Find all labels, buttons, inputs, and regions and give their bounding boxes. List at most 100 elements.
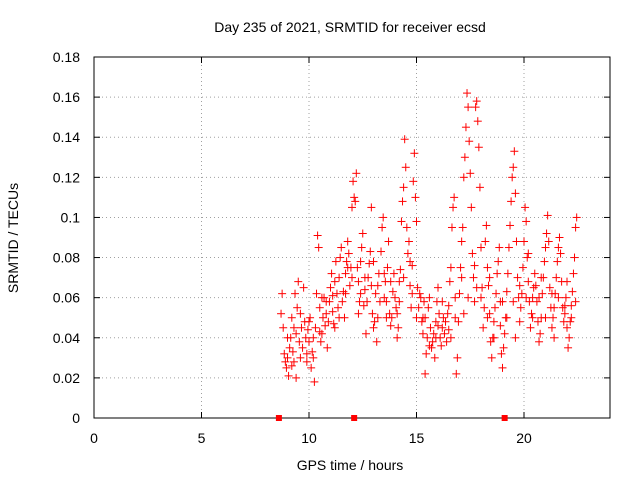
data-point bbox=[277, 309, 286, 318]
data-point bbox=[572, 213, 581, 222]
data-point bbox=[538, 289, 547, 298]
data-point bbox=[567, 313, 576, 322]
data-point bbox=[550, 333, 559, 342]
data-point bbox=[460, 153, 469, 162]
data-point bbox=[515, 281, 524, 290]
data-point bbox=[554, 243, 563, 252]
data-point bbox=[543, 211, 552, 220]
data-point bbox=[334, 303, 343, 312]
data-point bbox=[291, 289, 300, 298]
data-point bbox=[434, 321, 442, 330]
data-point bbox=[545, 283, 554, 292]
data-point bbox=[466, 169, 475, 178]
data-point bbox=[296, 309, 305, 318]
data-point bbox=[280, 349, 289, 358]
data-point bbox=[369, 257, 378, 266]
data-point bbox=[457, 273, 466, 282]
data-point bbox=[281, 357, 290, 366]
data-point bbox=[283, 333, 292, 342]
data-point bbox=[365, 259, 374, 268]
data-point bbox=[372, 337, 381, 346]
data-point bbox=[535, 337, 544, 346]
data-point bbox=[408, 261, 417, 270]
data-point bbox=[357, 243, 366, 252]
zero-marker bbox=[275, 415, 282, 421]
data-point bbox=[486, 337, 495, 346]
data-point bbox=[329, 319, 338, 328]
data-point bbox=[483, 313, 492, 322]
data-point bbox=[380, 269, 389, 278]
data-point bbox=[554, 293, 563, 302]
x-axis-label: GPS time / hours bbox=[297, 457, 404, 473]
data-point bbox=[489, 317, 498, 326]
data-point bbox=[459, 309, 468, 318]
data-point bbox=[524, 249, 533, 258]
data-point bbox=[343, 263, 352, 272]
data-point bbox=[464, 103, 473, 112]
data-point bbox=[434, 283, 442, 292]
data-point bbox=[384, 237, 393, 246]
data-point bbox=[525, 297, 534, 306]
data-point bbox=[391, 293, 399, 302]
data-point bbox=[477, 293, 485, 302]
data-point bbox=[382, 313, 391, 322]
data-point bbox=[341, 289, 350, 298]
data-point bbox=[479, 323, 488, 332]
y-tick-label: 0.1 bbox=[61, 209, 81, 225]
data-point bbox=[305, 317, 313, 326]
y-tick-label: 0.04 bbox=[53, 330, 80, 346]
data-point bbox=[337, 243, 346, 252]
data-point bbox=[571, 223, 580, 232]
data-point bbox=[521, 203, 530, 212]
data-point bbox=[516, 303, 525, 312]
data-point bbox=[314, 243, 323, 252]
x-tick-label: 15 bbox=[409, 430, 425, 446]
data-point bbox=[438, 297, 447, 306]
data-point bbox=[459, 173, 468, 182]
x-tick-label: 20 bbox=[516, 430, 532, 446]
data-point bbox=[378, 223, 387, 232]
data-point bbox=[541, 313, 550, 322]
data-point bbox=[444, 325, 453, 334]
data-point bbox=[506, 221, 515, 230]
data-point bbox=[437, 341, 446, 350]
data-point bbox=[490, 303, 499, 312]
data-point bbox=[565, 333, 574, 342]
data-point bbox=[295, 337, 304, 346]
data-point bbox=[410, 149, 419, 158]
data-point bbox=[383, 263, 392, 272]
data-point bbox=[399, 273, 408, 282]
data-point bbox=[514, 293, 523, 302]
data-point bbox=[294, 277, 303, 286]
data-point bbox=[544, 237, 553, 246]
data-point bbox=[406, 257, 415, 266]
data-point bbox=[563, 277, 571, 286]
data-point bbox=[502, 313, 511, 322]
data-point bbox=[520, 237, 528, 246]
data-point bbox=[495, 243, 504, 252]
data-point bbox=[484, 281, 493, 290]
data-point bbox=[292, 373, 301, 382]
data-point bbox=[358, 229, 367, 238]
data-point bbox=[421, 369, 430, 378]
data-point bbox=[380, 293, 389, 302]
data-point bbox=[558, 303, 567, 312]
data-point bbox=[287, 313, 296, 322]
data-point bbox=[317, 329, 326, 338]
data-point bbox=[388, 287, 397, 296]
data-point bbox=[444, 301, 453, 310]
zero-markers bbox=[275, 415, 508, 421]
data-point bbox=[428, 337, 437, 346]
data-point bbox=[453, 353, 462, 362]
data-point bbox=[328, 291, 337, 300]
data-point bbox=[279, 323, 288, 332]
data-point bbox=[541, 243, 550, 252]
data-point bbox=[309, 333, 318, 342]
y-tick-label: 0.08 bbox=[53, 250, 80, 266]
data-point bbox=[397, 217, 406, 226]
data-point bbox=[456, 263, 465, 272]
data-point bbox=[472, 97, 481, 106]
data-point bbox=[359, 301, 368, 310]
data-point bbox=[511, 333, 520, 342]
